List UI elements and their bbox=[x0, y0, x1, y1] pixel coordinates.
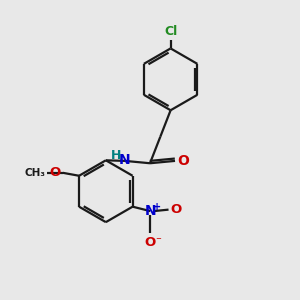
Text: O: O bbox=[170, 203, 182, 216]
Text: H: H bbox=[111, 149, 121, 162]
Text: O: O bbox=[49, 166, 61, 179]
Text: N: N bbox=[145, 204, 157, 218]
Text: O: O bbox=[145, 236, 156, 249]
Text: CH₃: CH₃ bbox=[24, 168, 45, 178]
Text: +: + bbox=[153, 202, 161, 212]
Text: N: N bbox=[118, 153, 130, 167]
Text: O: O bbox=[177, 154, 189, 168]
Text: ⁻: ⁻ bbox=[156, 236, 161, 246]
Text: Cl: Cl bbox=[164, 25, 177, 38]
